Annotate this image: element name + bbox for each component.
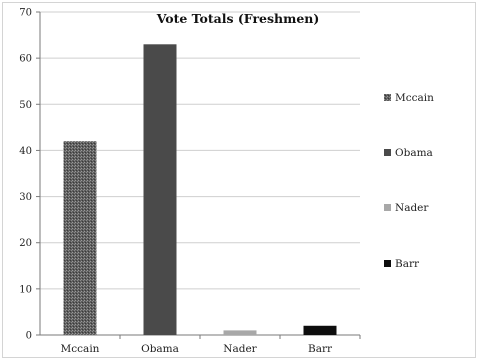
legend-label: Barr — [395, 258, 420, 270]
category-label: Obama — [141, 343, 179, 355]
bar-nader — [223, 330, 257, 335]
bar-barr — [303, 325, 337, 335]
category-labels: Mccain Obama Nader Barr — [61, 343, 333, 355]
category-label: Barr — [308, 343, 333, 355]
category-label: Nader — [223, 343, 257, 355]
legend-swatch — [384, 260, 391, 267]
legend-label: Obama — [395, 147, 433, 159]
y-tick-label: 50 — [19, 100, 32, 111]
chart-frame — [2, 2, 476, 358]
category-label: Mccain — [61, 343, 100, 355]
bars — [63, 44, 337, 336]
y-tick-label: 10 — [19, 284, 32, 295]
legend-swatch — [384, 149, 391, 156]
y-tick-label: 30 — [19, 192, 32, 203]
chart-title: Vote Totals (Freshmen) — [156, 11, 320, 26]
legend-label: Nader — [395, 202, 429, 214]
legend-swatch — [384, 204, 391, 211]
y-tick-label: 40 — [19, 146, 32, 157]
bar-mccain — [63, 141, 97, 335]
y-tick-label: 60 — [19, 54, 32, 65]
y-tick-label: 0 — [26, 331, 32, 342]
legend-swatch — [384, 94, 391, 101]
y-tick-label: 70 — [19, 8, 32, 19]
bar-obama — [143, 44, 177, 336]
y-tick-label: 20 — [19, 238, 32, 249]
legend-label: Mccain — [395, 92, 434, 104]
legend: Mccain Obama Nader Barr — [384, 92, 434, 270]
